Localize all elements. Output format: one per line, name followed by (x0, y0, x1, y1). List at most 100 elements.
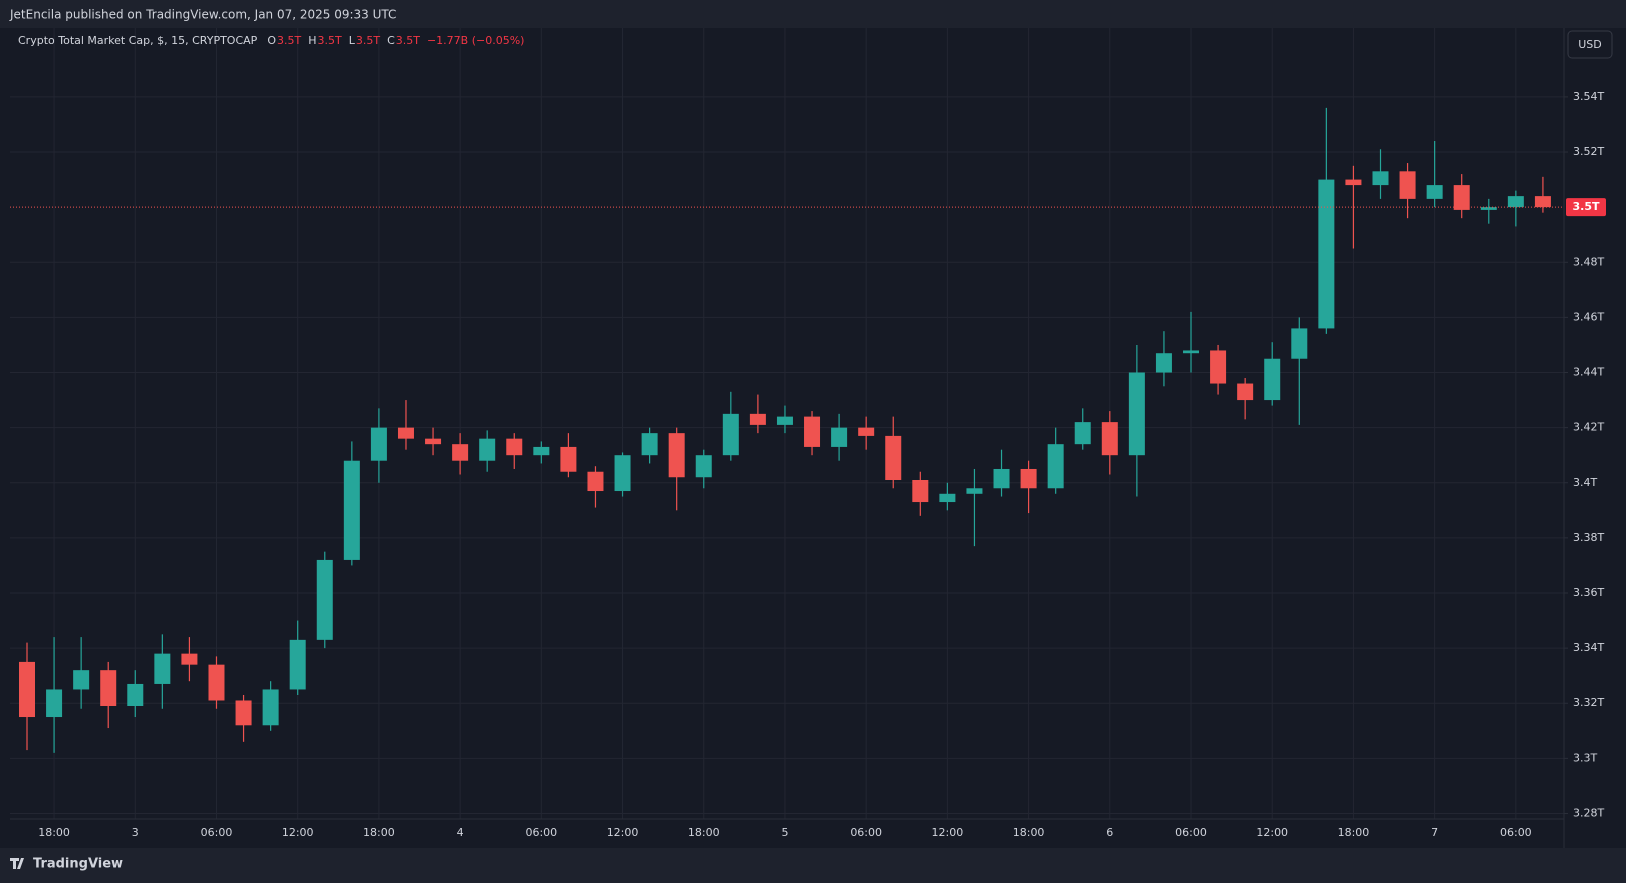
published-note: JetEncila published on TradingView.com, … (9, 8, 396, 22)
candle-body (1074, 422, 1091, 445)
candle-body (695, 455, 712, 478)
y-tick-label: 3.32T (1573, 696, 1604, 709)
y-tick-label: 3.52T (1573, 145, 1604, 158)
last-price-box (1566, 198, 1606, 217)
candle-body (776, 416, 793, 425)
x-tick-label: 12:00 (1256, 826, 1288, 839)
x-tick-label: 06:00 (1500, 826, 1532, 839)
candle-body (181, 653, 198, 665)
x-tick-label: 06:00 (201, 826, 233, 839)
x-tick-label: 18:00 (1338, 826, 1370, 839)
candles (19, 107, 1551, 753)
candle-body (1020, 468, 1037, 489)
x-tick-label: 4 (457, 826, 464, 839)
candle-body (587, 471, 604, 492)
x-tick-label: 6 (1106, 826, 1113, 839)
candle-body (1453, 185, 1470, 210)
y-tick-label: 3.42T (1573, 421, 1604, 434)
x-tick-label: 18:00 (1013, 826, 1045, 839)
logo-mark (10, 858, 24, 869)
y-tick-label: 3.28T (1573, 806, 1604, 819)
candle-body (614, 455, 631, 492)
x-tick-label: 12:00 (932, 826, 964, 839)
candle-body (1399, 171, 1416, 199)
candle-body (1318, 179, 1335, 329)
candle-body (1128, 372, 1145, 456)
x-tick-label: 18:00 (688, 826, 720, 839)
candle-body (1480, 207, 1497, 210)
ohlc-key: C (387, 34, 395, 47)
y-tick-label: 3.4T (1573, 476, 1597, 489)
candle-body (343, 460, 360, 560)
ohlc-key: H (308, 34, 316, 47)
candle-body (1237, 383, 1254, 401)
candle-body (912, 480, 929, 503)
y-tick-label: 3.46T (1573, 310, 1604, 323)
ohlc-value: 3.5T (277, 34, 301, 47)
currency-button[interactable] (1567, 30, 1613, 59)
currency-label[interactable]: USD (1578, 38, 1602, 51)
candle-body (1047, 444, 1064, 489)
y-tick-label: 3.34T (1573, 641, 1604, 654)
ohlc-value: 3.5T (317, 34, 341, 47)
candle-body (316, 559, 333, 640)
x-tick-label: 18:00 (363, 826, 395, 839)
candle-body (235, 700, 252, 726)
candle-body (1210, 350, 1227, 384)
candle-body (533, 446, 550, 456)
candle-body (127, 683, 144, 706)
x-tick-label: 7 (1431, 826, 1438, 839)
last-price-label: 3.5T (1573, 200, 1600, 213)
x-tick-label: 3 (132, 826, 139, 839)
candle-body (993, 468, 1010, 489)
ohlc-key: L (349, 34, 356, 47)
candle-body (397, 427, 414, 439)
candle-body (154, 653, 171, 684)
brand-name: TradingView (33, 857, 123, 872)
y-tick-label: 3.44T (1573, 366, 1604, 379)
candle-body (641, 433, 658, 456)
legend: Crypto Total Market Cap, $, 15, CRYPTOCA… (18, 34, 524, 47)
x-tick-label: 12:00 (607, 826, 639, 839)
candle-body (425, 438, 442, 445)
brand-logo: TradingView (10, 857, 123, 872)
y-tick-label: 3.54T (1573, 90, 1604, 103)
candle-body (1426, 185, 1443, 199)
candle-body (1264, 358, 1281, 401)
x-tick-label: 06:00 (850, 826, 882, 839)
x-tick-label: 06:00 (1175, 826, 1207, 839)
candle-body (1534, 196, 1551, 208)
candle-body (370, 427, 387, 461)
candle-body (1183, 350, 1200, 354)
candle-body (722, 413, 739, 456)
candle-body (479, 438, 496, 461)
candle-body (804, 416, 821, 447)
candle-body (831, 427, 848, 447)
candle-body (1155, 353, 1172, 373)
chart-title: Crypto Total Market Cap, $, 15, CRYPTOCA… (18, 34, 258, 47)
candle-body (46, 689, 63, 718)
y-tick-label: 3.48T (1573, 255, 1604, 268)
candle-body (560, 446, 577, 472)
y-tick-label: 3.38T (1573, 531, 1604, 544)
x-tick-label: 18:00 (38, 826, 70, 839)
candle-body (858, 427, 875, 436)
candle-body (289, 639, 306, 690)
candle-body (749, 413, 766, 425)
candle-body (452, 444, 469, 461)
ohlc-key: O (267, 34, 276, 47)
candle-body (100, 670, 117, 706)
change: −1.77B (−0.05%) (427, 34, 525, 47)
candle-body (1372, 171, 1389, 186)
candle-body (506, 438, 523, 456)
candle-body (939, 493, 956, 503)
candle-body (966, 488, 983, 494)
candle-body (668, 433, 685, 478)
candle-body (885, 435, 902, 480)
candle-body (1507, 196, 1524, 208)
candle-body (1101, 422, 1118, 456)
ohlc-value: 3.5T (356, 34, 380, 47)
x-tick-label: 12:00 (282, 826, 314, 839)
